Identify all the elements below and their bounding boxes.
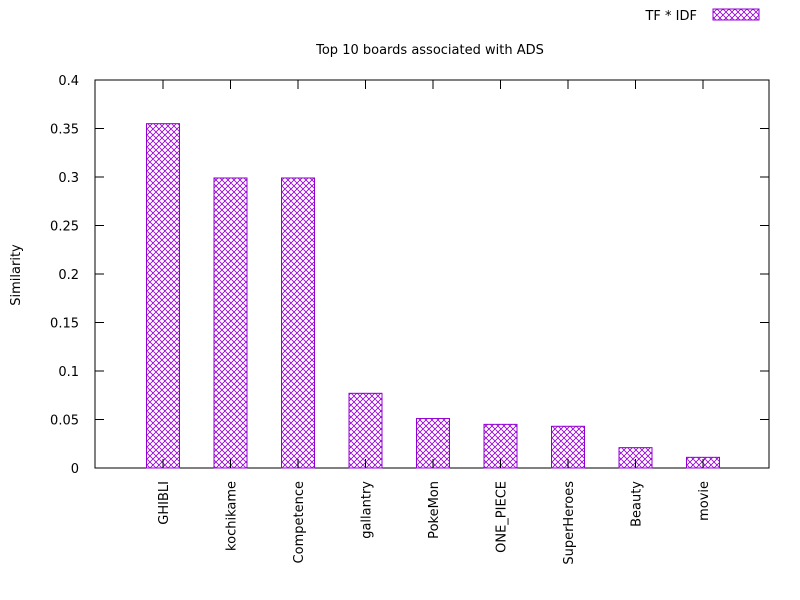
x-tick-label: GHIBLI: [157, 481, 172, 525]
y-tick-label: 0.25: [50, 220, 79, 235]
y-tick-label: 0.4: [58, 74, 79, 89]
x-tick-label: ONE_PIECE: [495, 481, 510, 553]
y-axis: 0 0.05 0.1 0.15 0.2 0.25 0.3 0.35 0.4: [50, 74, 769, 477]
legend-swatch: [712, 8, 760, 21]
bar-kochikame: [213, 177, 248, 469]
bar-ghibli: [146, 123, 180, 469]
y-tick-label: 0.2: [58, 268, 79, 283]
x-tick-label: PokeMon: [427, 481, 442, 539]
y-tick-label: 0.1: [58, 365, 79, 380]
x-tick-label: Beauty: [630, 481, 645, 527]
bars: [146, 123, 720, 469]
chart-title: Top 10 boards associated with ADS: [315, 43, 544, 58]
y-axis-label: Similarity: [9, 244, 24, 306]
bar-competence: [281, 177, 315, 469]
plot-area: [94, 79, 770, 469]
bar-gallantry: [348, 392, 383, 469]
x-tick-label: Competence: [292, 481, 307, 563]
y-tick-label: 0.15: [50, 317, 79, 332]
x-tick-label: movie: [697, 481, 712, 521]
y-tick-label: 0.3: [58, 171, 79, 186]
y-tick-label: 0.05: [50, 414, 79, 429]
legend-label: TF * IDF: [644, 9, 697, 24]
x-tick-label: SuperHeroes: [562, 481, 577, 565]
x-tick-label: gallantry: [360, 481, 375, 539]
y-tick-label: 0.35: [50, 123, 79, 138]
legend: TF * IDF: [644, 8, 760, 24]
x-axis: GHIBLI kochikame Competence gallantry PokeMo…: [157, 80, 712, 565]
y-tick-label: 0: [71, 462, 79, 477]
x-tick-label: kochikame: [225, 481, 240, 551]
